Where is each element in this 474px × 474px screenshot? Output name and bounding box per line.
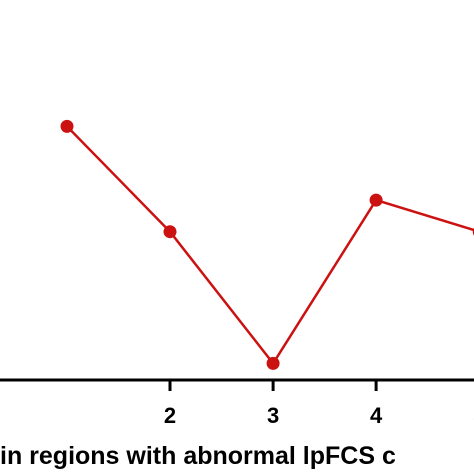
x-tick-layer: 2345: [164, 380, 474, 428]
data-point-3: [266, 356, 280, 370]
series-layer: [60, 119, 474, 370]
x-axis-title: in regions with abnormal lpFCS c: [0, 442, 396, 470]
x-tick-label-3: 3: [267, 403, 279, 428]
data-point-4: [369, 193, 383, 207]
series-line: [66, 125, 474, 365]
data-point-2: [163, 225, 177, 239]
data-point-1: [60, 119, 74, 133]
x-tick-label-2: 2: [164, 403, 176, 428]
x-tick-label-4: 4: [370, 403, 383, 428]
